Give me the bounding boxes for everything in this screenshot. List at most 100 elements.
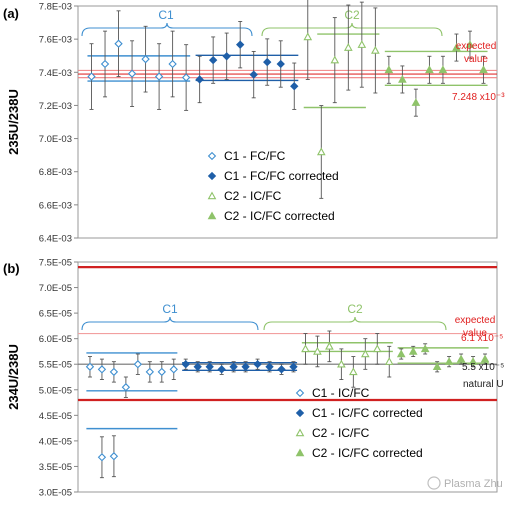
watermark: Plasma Zhu [427,476,503,490]
data-point [236,40,245,49]
data-point [303,32,313,41]
data-point [109,367,119,377]
group-label-c1: C1 [158,8,174,22]
data-point [127,69,137,78]
legend-entry: C1 - IC/FC corrected [312,406,423,420]
legend-marker [295,428,305,437]
data-point [241,362,250,371]
data-point [372,344,382,353]
legend-entry: C1 - IC/FC [312,386,370,400]
data-point [277,365,286,374]
y-tick-label: 7.6E-03 [39,35,72,46]
data-point [456,354,466,363]
series-c1-fc-fc [87,10,191,111]
data-point [208,55,218,65]
data-point [360,349,370,358]
data-point [133,360,143,369]
series-c2-ic-fc [303,0,380,199]
natural-value-text: 5.5 x10⁻⁵ [462,362,504,373]
y-tick-label: 6.4E-03 [39,234,72,245]
data-point [181,73,191,82]
data-point [217,365,226,374]
group-brace-c1 [81,316,259,331]
y-tick-label: 7.4E-03 [39,68,72,79]
legend-marker [295,448,305,457]
expected-label-line2: value [464,54,488,65]
data-point [97,453,107,462]
data-point [87,72,96,81]
group-brace-c2 [263,316,447,331]
legend-marker [207,151,217,161]
data-point [384,65,394,74]
panel-b: 3.0E-05 3.5E-05 4.0E-05 4.5E-05 5.0E-05 5.5E-… [3,258,504,499]
y-axis-label: 234U/238U [6,344,21,410]
expected-label-line2: value [463,328,487,339]
legend-marker [207,211,217,220]
y-tick-label: 3.5E-05 [39,462,72,473]
data-point [290,82,299,91]
data-point [452,43,461,51]
data-point [222,52,231,61]
data-point [193,362,202,371]
data-point [438,65,448,74]
data-point [480,354,490,363]
data-point [85,362,95,371]
data-point [289,362,298,371]
legend-entry: C2 - IC/FC [224,189,282,203]
legend-entry: C2 - IC/FC corrected [224,209,335,223]
data-point [97,365,107,374]
y-tick-label: 6.0E-05 [39,334,72,345]
data-point [145,367,155,377]
data-point [205,362,214,371]
group-brace-c1 [81,22,253,37]
data-point [157,367,166,377]
data-point [263,57,272,67]
data-point [465,40,475,48]
data-point [313,346,322,355]
expected-value-text: 7.248 x10⁻³ [452,92,505,103]
group-label-c1: C1 [162,302,178,316]
data-point [169,365,178,374]
data-point [141,54,150,64]
data-point [121,383,131,392]
data-point [109,452,119,461]
expected-label-line1: expected [455,315,496,326]
y-tick-label: 4.0E-05 [39,436,72,447]
data-point [330,55,340,64]
data-point [420,344,430,353]
y-tick-label: 7.8E-03 [39,2,72,13]
data-point [265,362,274,371]
legend: C1 - IC/FC C1 - IC/FC corrected C2 - IC/FC… [295,386,423,460]
data-point [444,357,454,365]
data-point [343,43,353,51]
y-tick-label: 7.2E-03 [39,101,72,112]
panel-label: (b) [3,261,20,276]
data-point [253,360,262,369]
series-c1-ic-fc-corrected [181,358,298,375]
data-point [229,362,238,371]
data-point [301,344,310,353]
data-point [316,147,326,156]
data-point [425,65,434,74]
watermark-icon [427,476,441,490]
plot-frame [77,5,498,239]
series-c1-fc-fc-corrected [195,21,299,110]
y-tick-label: 7.5E-05 [39,258,72,269]
data-point [357,40,367,48]
legend: C1 - FC/FC C1 - FC/FC corrected C2 - IC/FC… [207,149,339,223]
data-point [325,341,334,350]
legend-marker [207,171,217,181]
data-point [114,39,123,48]
y-axis-label: 235U/238U [6,89,21,155]
data-point [100,59,110,69]
data-point [468,357,478,365]
data-point [398,74,407,83]
legend-entry: C2 - IC/FC corrected [312,446,423,460]
data-point [479,65,488,74]
expected-value-text: 6.1 x10⁻⁵ [461,333,503,344]
data-point [408,346,418,355]
expected-label-line1: expected [456,41,497,52]
series-c1-ic-fc [85,353,178,479]
series-c2-ic-fc-corrected [396,343,490,373]
